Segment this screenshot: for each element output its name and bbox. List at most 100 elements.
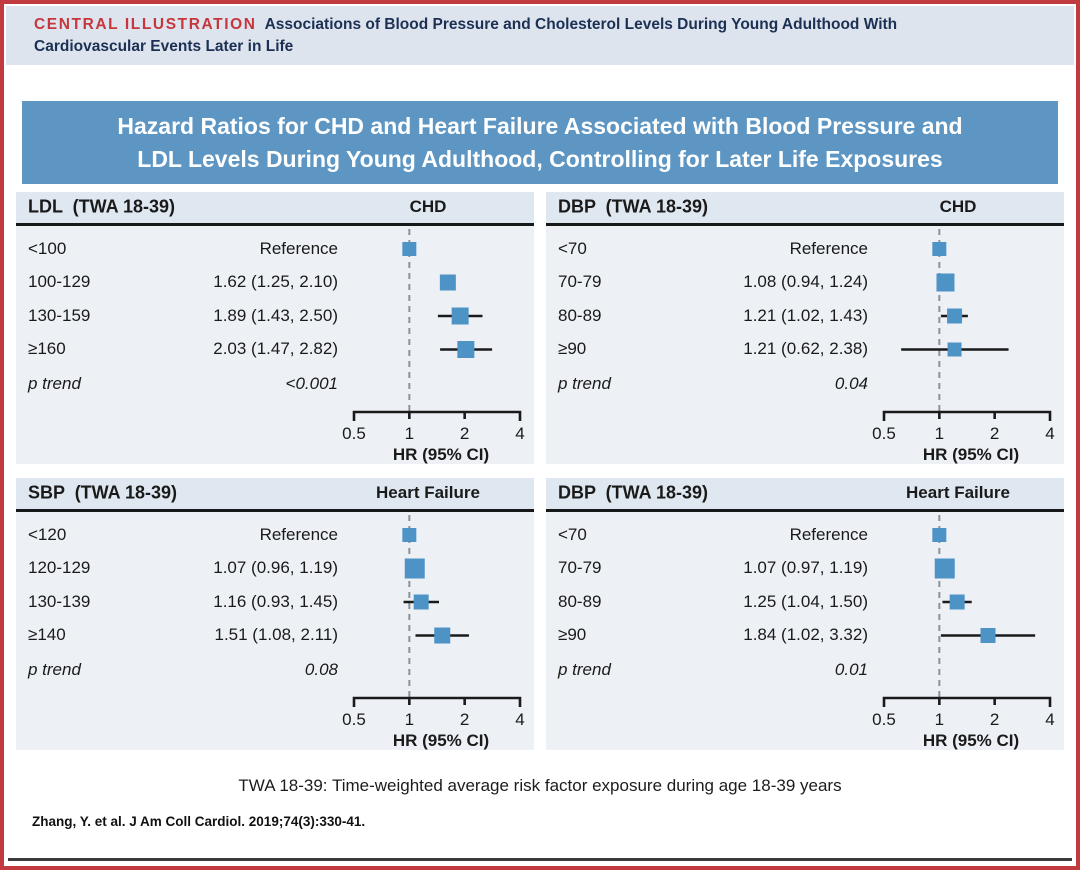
forest-panel-2: DBP (TWA 18-39) CHD <70 Reference 70-79 1.08 … bbox=[546, 191, 1064, 464]
axis bbox=[882, 410, 1052, 421]
panel-header-band: DBP (TWA 18-39) CHD bbox=[546, 191, 1064, 226]
marker-square bbox=[934, 558, 955, 579]
row-category: <70 bbox=[558, 238, 587, 258]
row-category: <70 bbox=[558, 524, 587, 544]
axis-title: HR (95% CI) bbox=[393, 445, 489, 464]
marker-square bbox=[402, 527, 417, 542]
row-category: 80-89 bbox=[558, 591, 602, 611]
figure-title: Associations of Blood Pressure and Chole… bbox=[34, 16, 898, 55]
exposure-label: DBP (TWA 18-39) bbox=[558, 482, 709, 503]
axis bbox=[882, 696, 1052, 707]
row-category: 80-89 bbox=[558, 305, 602, 325]
row-category: 100-129 bbox=[28, 272, 91, 292]
axis-title: HR (95% CI) bbox=[393, 731, 489, 750]
row-hr-text: 1.84 (1.02, 3.32) bbox=[743, 625, 868, 645]
banner-title: Hazard Ratios for CHD and Heart Failure … bbox=[22, 101, 1058, 184]
row-category: ≥90 bbox=[558, 625, 587, 645]
axis-tick-label: 1 bbox=[405, 710, 414, 729]
marker-square bbox=[949, 594, 965, 610]
axis-tick-label: 0.5 bbox=[872, 710, 896, 729]
row-category: ≥90 bbox=[558, 339, 587, 359]
axis bbox=[352, 696, 522, 707]
axis-tick-label: 1 bbox=[405, 424, 414, 443]
axis-tick-label: 0.5 bbox=[342, 424, 366, 443]
row-category: ≥140 bbox=[28, 625, 66, 645]
marker-square bbox=[457, 340, 475, 358]
row-hr-text: 1.08 (0.94, 1.24) bbox=[743, 272, 868, 292]
forest-plot: 0.5 1 2 4 HR (95% CI) bbox=[342, 228, 525, 464]
row-category: ≥160 bbox=[28, 339, 66, 359]
p-trend-value: 0.04 bbox=[834, 373, 868, 393]
axis-tick-label: 1 bbox=[935, 710, 944, 729]
marker-square bbox=[439, 274, 456, 291]
citation: Zhang, Y. et al. J Am Coll Cardiol. 2019… bbox=[32, 813, 366, 829]
axis-tick-label: 0.5 bbox=[342, 710, 366, 729]
row-hr-text: 1.21 (1.02, 1.43) bbox=[743, 305, 868, 325]
axis-tick-label: 4 bbox=[515, 424, 524, 443]
marker-square bbox=[451, 307, 469, 325]
outcome-label: Heart Failure bbox=[376, 483, 480, 503]
outcome-label: CHD bbox=[939, 197, 977, 217]
axis-tick-label: 2 bbox=[990, 424, 999, 443]
marker-square bbox=[947, 308, 963, 324]
row-hr-text: Reference bbox=[789, 238, 868, 258]
row-category: 70-79 bbox=[558, 558, 602, 578]
forest-plot: 0.5 1 2 4 HR (95% CI) bbox=[342, 514, 525, 750]
row-hr-text: 1.62 (1.25, 2.10) bbox=[213, 272, 338, 292]
marker-square bbox=[936, 273, 955, 292]
forest-panel-3: SBP (TWA 18-39) Heart Failure <120 Referenc… bbox=[16, 477, 534, 750]
panel-header-band: SBP (TWA 18-39) Heart Failure bbox=[16, 477, 534, 512]
panels-grid: LDL (TWA 18-39) CHD <100 Reference 100-129 1.… bbox=[16, 191, 1064, 750]
axis-title: HR (95% CI) bbox=[923, 445, 1019, 464]
bottom-rule bbox=[8, 858, 1072, 861]
row-hr-text: 1.89 (1.43, 2.50) bbox=[213, 305, 338, 325]
row-hr-text: 2.03 (1.47, 2.82) bbox=[213, 339, 338, 359]
forest-plot: 0.5 1 2 4 HR (95% CI) bbox=[872, 514, 1055, 750]
p-trend-value: 0.01 bbox=[834, 659, 868, 679]
footnote: TWA 18-39: Time-weighted average risk fa… bbox=[238, 775, 842, 795]
outcome-label: CHD bbox=[409, 197, 447, 217]
forest-plot: 0.5 1 2 4 HR (95% CI) bbox=[872, 228, 1055, 464]
axis-tick-label: 4 bbox=[1045, 710, 1054, 729]
row-hr-text: 1.07 (0.97, 1.19) bbox=[743, 558, 868, 578]
row-hr-text: 1.25 (1.04, 1.50) bbox=[743, 591, 868, 611]
forest-panel-1: LDL (TWA 18-39) CHD <100 Reference 100-129 1.… bbox=[16, 191, 534, 464]
row-category: <100 bbox=[28, 238, 67, 258]
p-trend-label: p trend bbox=[558, 373, 611, 393]
forest-panel-4: DBP (TWA 18-39) Heart Failure <70 Reference… bbox=[546, 477, 1064, 750]
row-hr-text: Reference bbox=[259, 524, 338, 544]
row-category: 70-79 bbox=[558, 272, 602, 292]
row-category: 120-129 bbox=[28, 558, 91, 578]
axis-tick-label: 2 bbox=[990, 710, 999, 729]
row-hr-text: 1.21 (0.62, 2.38) bbox=[743, 339, 868, 359]
marker-square bbox=[402, 241, 417, 256]
marker-square bbox=[947, 342, 962, 357]
marker-square bbox=[413, 594, 429, 610]
row-category: 130-139 bbox=[28, 591, 91, 611]
figure-header: CENTRAL ILLUSTRATION Associations of Bloo… bbox=[6, 6, 1074, 66]
row-hr-text: 1.16 (0.93, 1.45) bbox=[213, 591, 338, 611]
axis-tick-label: 4 bbox=[1045, 424, 1054, 443]
p-trend-value: 0.08 bbox=[304, 659, 338, 679]
exposure-label: DBP (TWA 18-39) bbox=[558, 196, 709, 217]
marker-square bbox=[932, 527, 947, 542]
axis bbox=[352, 410, 522, 421]
exposure-label: SBP (TWA 18-39) bbox=[28, 482, 178, 503]
exposure-label: LDL (TWA 18-39) bbox=[28, 196, 176, 217]
axis-tick-label: 2 bbox=[460, 424, 469, 443]
p-trend-value: <0.001 bbox=[285, 373, 338, 393]
figure-card: Hazard Ratios for CHD and Heart Failure … bbox=[16, 67, 1064, 829]
row-hr-text: Reference bbox=[789, 524, 868, 544]
row-category: <120 bbox=[28, 524, 67, 544]
outcome-label: Heart Failure bbox=[906, 483, 1010, 503]
p-trend-label: p trend bbox=[28, 373, 81, 393]
row-hr-text: 1.07 (0.96, 1.19) bbox=[213, 558, 338, 578]
axis-tick-label: 2 bbox=[460, 710, 469, 729]
axis-tick-label: 4 bbox=[515, 710, 524, 729]
row-category: 130-159 bbox=[28, 305, 91, 325]
marker-square bbox=[434, 627, 451, 644]
figure-header-text: CENTRAL ILLUSTRATION Associations of Bloo… bbox=[34, 14, 974, 57]
panel-header-band: LDL (TWA 18-39) CHD bbox=[16, 191, 534, 226]
p-trend-label: p trend bbox=[28, 659, 81, 679]
